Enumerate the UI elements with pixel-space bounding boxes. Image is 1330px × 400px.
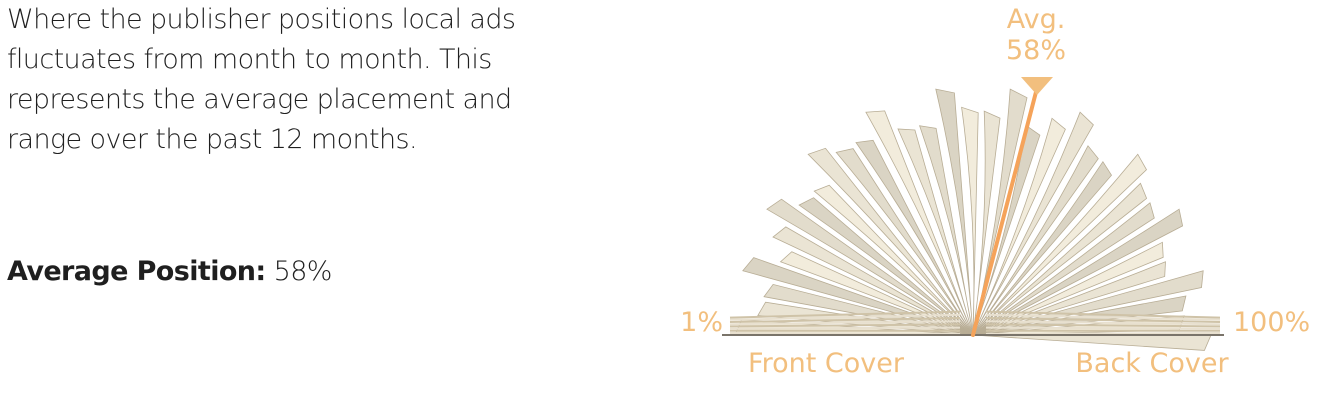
book-page: [972, 208, 1184, 336]
book-page: [865, 110, 974, 336]
average-position-value: 58%: [273, 256, 333, 287]
front-cover-label: Front Cover: [748, 348, 905, 379]
book-page: [935, 88, 974, 336]
book-page: [972, 110, 1001, 336]
book-page-edge: [729, 323, 961, 328]
average-position: Average Position: 58%: [7, 252, 332, 292]
average-indicator-label: Avg.: [1007, 4, 1066, 35]
book-page-edge: [985, 332, 1221, 335]
book-page-edge: [729, 332, 961, 335]
book-page-edge: [729, 326, 961, 330]
scale-min-label: 1%: [680, 307, 723, 338]
book-page: [798, 197, 974, 336]
book-page-edge: [729, 313, 961, 321]
book-page-edge: [985, 317, 1221, 323]
book-page-edge: [985, 326, 1221, 330]
average-indicator-line: [971, 90, 1038, 337]
scale-max-label: 100%: [1233, 307, 1310, 338]
book-page: [897, 128, 974, 336]
book-page: [972, 117, 1066, 336]
book-page: [972, 153, 1148, 336]
book-page-edge: [985, 320, 1221, 326]
average-position-label: Average Position:: [7, 256, 266, 287]
book-page-edge: [985, 313, 1221, 321]
open-book-image: [729, 88, 1221, 351]
book-page: [855, 139, 974, 336]
book-page: [972, 160, 1112, 336]
book-page: [972, 145, 1099, 336]
book-page: [972, 111, 1094, 336]
book-page-edge: [729, 310, 961, 319]
book-page-edge: [985, 323, 1221, 328]
book-page-edge: [985, 310, 1221, 319]
book-page: [766, 198, 974, 336]
average-indicator-value: 58%: [1006, 35, 1066, 66]
book-page: [835, 148, 974, 336]
book-page: [972, 295, 1187, 336]
book-page: [807, 147, 974, 336]
average-indicator-arrow-icon: [1021, 77, 1053, 95]
book-page-edge: [729, 320, 961, 326]
book-page-edge: [729, 317, 961, 323]
book-page: [919, 125, 974, 336]
book-page: [961, 106, 979, 336]
average-indicator: Avg. 58%: [971, 4, 1066, 337]
book-page: [972, 270, 1204, 336]
back-cover-label: Back Cover: [1075, 348, 1229, 379]
description-text: Where the publisher positions local ads …: [7, 4, 516, 155]
